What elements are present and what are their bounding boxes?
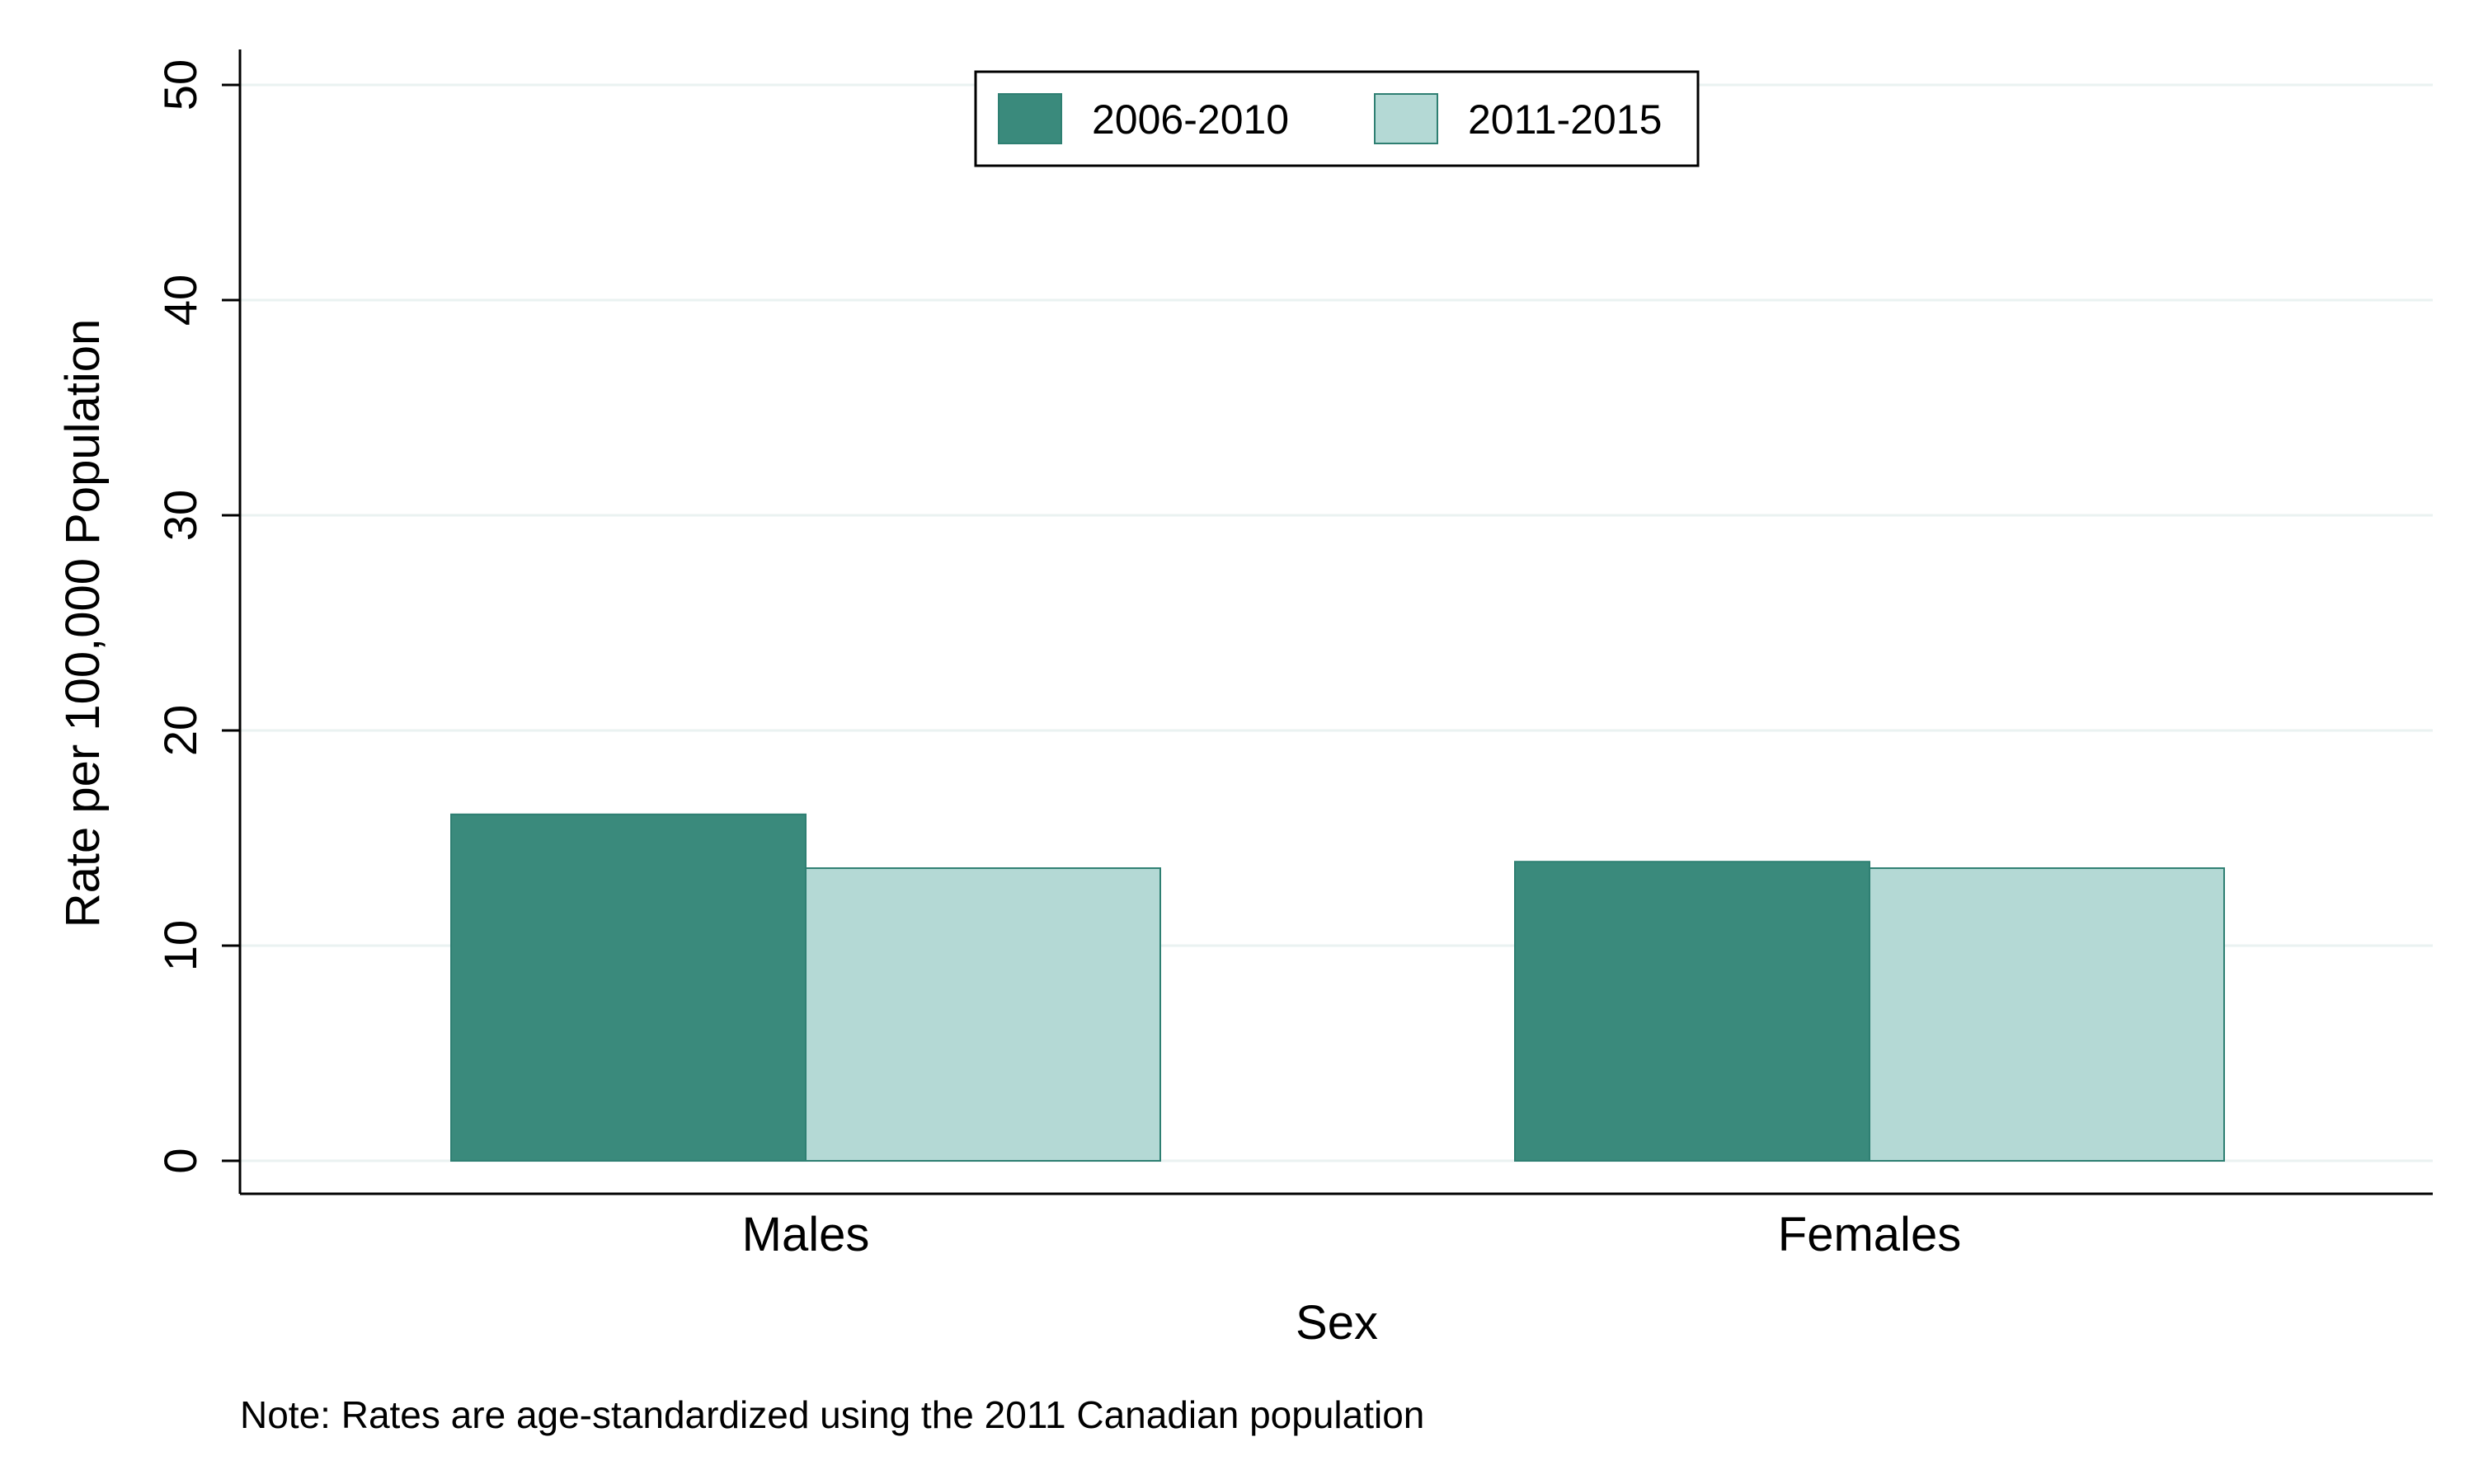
- x-tick-label: Males: [742, 1208, 870, 1261]
- y-axis-ticks: 0 10 20 30 40 50: [154, 59, 240, 1174]
- y-tick-label: 10: [154, 920, 206, 971]
- y-tick-label: 30: [154, 490, 206, 541]
- legend-swatch: [1374, 93, 1438, 144]
- bars: [450, 813, 2225, 1162]
- y-tick-label: 20: [154, 705, 206, 756]
- x-tick-label: Females: [1778, 1208, 1961, 1261]
- axes: [238, 49, 2433, 1195]
- chart-note: Note: Rates are age-standardized using t…: [240, 1393, 1424, 1436]
- legend-label: 2011-2015: [1468, 96, 1662, 143]
- legend-box: [974, 70, 1700, 167]
- bar-males-2011-2015: [805, 867, 1161, 1162]
- y-tick-label: 50: [154, 59, 206, 110]
- legend-swatch: [998, 93, 1062, 144]
- legend-label: 2006-2010: [1092, 96, 1289, 143]
- y-axis-title: Rate per 100,000 Population: [56, 319, 110, 928]
- x-axis-title: Sex: [1296, 1296, 1378, 1350]
- y-tick-label: 40: [154, 275, 206, 326]
- legend-items: 2006-2010 2011-2015: [998, 93, 1662, 144]
- y-tick-label: 0: [154, 1148, 206, 1173]
- legend: 2006-2010 2011-2015: [974, 70, 1700, 167]
- bar-males-2006-2010: [450, 813, 807, 1162]
- bar-females-2006-2010: [1514, 861, 1870, 1162]
- bar-females-2011-2015: [1869, 867, 2225, 1162]
- x-axis-ticks: Males Females: [742, 1208, 1962, 1261]
